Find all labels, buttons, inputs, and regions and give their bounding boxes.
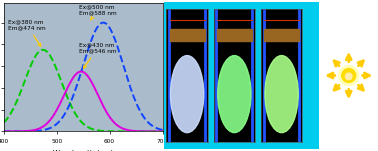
- Text: Ex@500 nm
Em@588 nm: Ex@500 nm Em@588 nm: [79, 4, 117, 20]
- Text: Ex@430 nm
Em@546 nm: Ex@430 nm Em@546 nm: [79, 42, 117, 68]
- Text: Ex@380 nm
Em@474 nm: Ex@380 nm Em@474 nm: [8, 19, 46, 46]
- Circle shape: [339, 65, 359, 86]
- Bar: [217, 29, 252, 41]
- Bar: [264, 29, 299, 41]
- Ellipse shape: [218, 56, 251, 133]
- Ellipse shape: [265, 56, 298, 133]
- X-axis label: Wavelength (nm): Wavelength (nm): [53, 149, 113, 151]
- Ellipse shape: [170, 56, 204, 133]
- Bar: [170, 29, 204, 41]
- Circle shape: [345, 73, 352, 80]
- Circle shape: [342, 69, 356, 82]
